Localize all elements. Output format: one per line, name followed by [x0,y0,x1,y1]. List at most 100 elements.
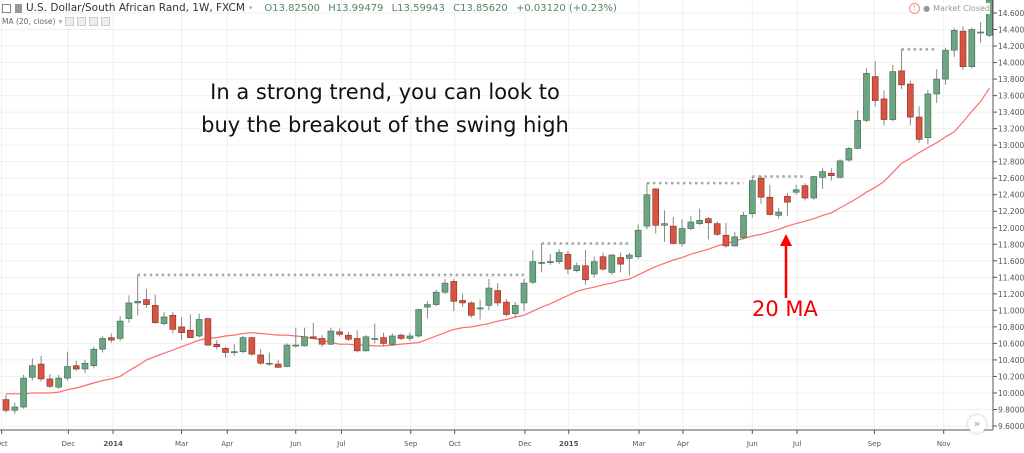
candle [626,252,633,276]
candle [529,250,537,284]
price-tick-label: 11.80000 [998,240,1024,249]
candle [819,168,826,189]
candle-body-down [2,399,10,411]
high-value: H13.99479 [328,2,384,14]
candle-body-down [713,223,721,235]
chevron-down-icon[interactable]: ▾ [248,4,253,12]
candle-body-down [37,363,45,380]
time-axis[interactable]: Oct Dec 2014 Mar Apr Jun Jul Sep Oct Dec 2015 Mar Ap… [0,430,951,448]
candle-body-up [283,344,291,367]
time-tick-label: Oct [0,440,8,448]
candle [907,80,914,126]
candle [108,333,115,343]
ma-20-line [6,87,990,395]
candle-body-down [353,338,361,352]
candle-body-up [661,223,668,226]
price-tick-label: 10.80000 [998,323,1024,332]
candle [301,327,308,347]
candle-body-up [520,282,528,304]
time-tick-label: Sep [868,440,882,448]
symbol-title[interactable]: U.S. Dollar/South African Rand, 1W, FXCM [26,2,245,14]
candle [450,278,458,312]
candle-body-up [160,316,168,324]
collapse-icon[interactable] [2,3,11,13]
candle-body-up [90,348,98,367]
price-tick-label: 13.80000 [998,75,1024,84]
candle [889,65,897,122]
candle-body-down [766,196,774,215]
candle-body-up [547,261,554,263]
chevron-down-icon[interactable]: ▾ [58,17,63,26]
candle [424,301,431,319]
warning-icon[interactable]: ! [909,3,921,14]
candle [705,217,712,240]
candle-body-up [239,337,247,352]
candle [784,193,791,217]
candle [195,313,203,338]
candle [828,168,835,181]
candle [520,278,528,312]
candle [503,298,510,317]
price-tick-label: 14.00000 [998,59,1024,68]
arrow-icon [780,234,792,298]
time-tick-label: Mar [175,440,188,448]
candle-body-down [204,318,212,346]
candle-body-up [266,362,273,365]
candle-body-up [836,160,844,178]
candle [775,207,782,219]
close-icon[interactable] [101,17,111,26]
candle-body-down [222,348,229,353]
hide-icon[interactable] [65,17,75,26]
candle [143,288,150,308]
candle-body-up [11,406,19,411]
candle-body-up [950,30,958,51]
time-tick-label: Mar [632,440,645,448]
annotation-text: In a strong trend, you can look to buy t… [180,76,590,142]
scroll-to-realtime-button[interactable]: » [968,415,986,433]
price-tick-label: 12.60000 [998,174,1024,183]
price-tick-label: 13.60000 [998,92,1024,101]
candle-body-down [380,337,387,344]
candle-body-down [397,334,405,339]
candle [151,294,159,324]
candle-body-up [573,265,581,272]
candle-body-down [757,177,765,198]
candle [968,27,976,69]
candle [590,256,598,278]
candle-body-down [494,290,501,304]
candle [389,333,396,346]
candle-body-down [274,363,282,368]
candle-body-down [178,326,185,333]
candle [239,335,247,354]
annotation-line-1: In a strong trend, you can look to [210,80,560,104]
candle [845,146,853,162]
candle [573,262,581,273]
candle [924,89,932,145]
candle-body-up [301,336,308,347]
add-icon[interactable] [89,17,99,26]
candle [204,317,212,346]
candle-body-up [476,307,484,310]
candle [634,224,642,260]
candle [222,346,229,358]
price-tick-label: 12.00000 [998,224,1024,233]
candle-body-up [696,220,703,224]
candle [380,332,387,347]
settings-icon[interactable] [77,17,87,26]
price-tick-label: 10.20000 [998,372,1024,381]
candle-body-down [257,354,264,364]
indicator-title[interactable]: MA (20, close) [2,17,56,26]
candle [555,249,563,265]
candle-body-down [450,281,458,302]
candle [187,314,194,338]
candle-body-up [415,309,422,337]
candle-body-up [643,194,651,227]
candle-body-up [64,366,71,379]
candle-body-down [318,338,326,345]
candle [713,221,721,237]
candle-body-up [748,180,756,215]
candle-body-up [819,171,826,178]
candle [90,346,98,369]
price-axis[interactable]: 14.60000 14.40000 14.20000 14.00000 13.80000… [993,9,1024,431]
